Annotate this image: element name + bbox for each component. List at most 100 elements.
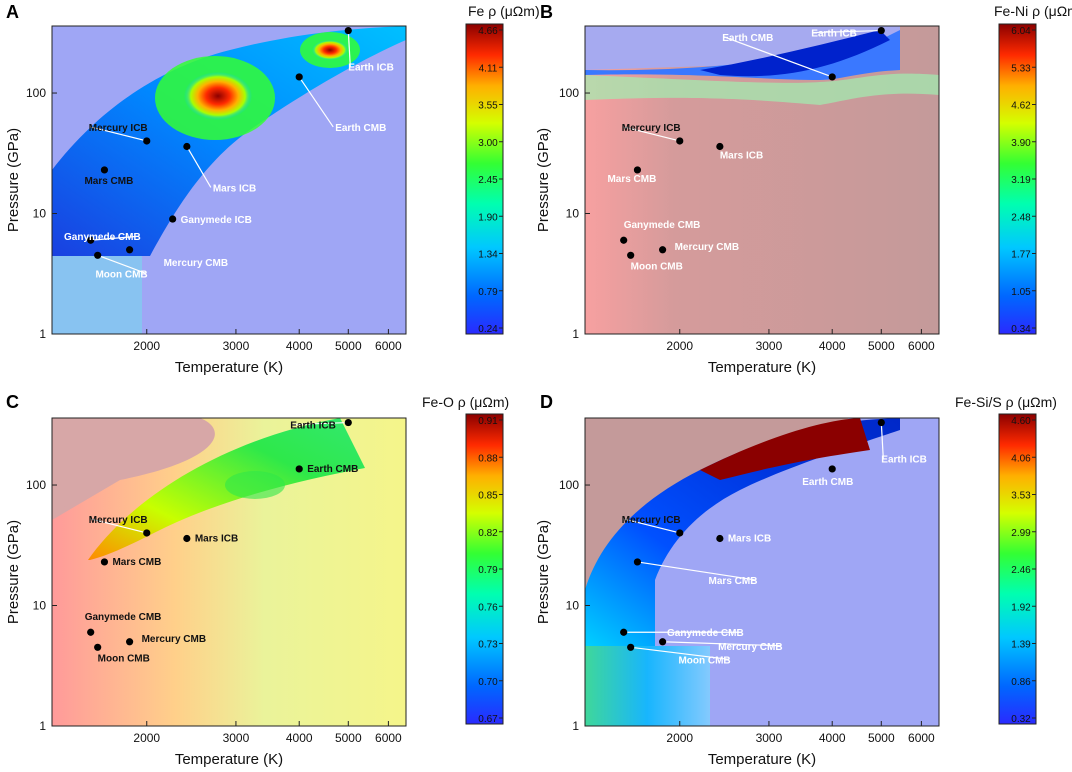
- colorbar-tick-label: 0.70: [478, 677, 498, 688]
- data-point-label: Mars CMB: [112, 557, 161, 568]
- colorbar-tick-label: 0.24: [478, 324, 498, 335]
- x-tick-label: 4000: [819, 731, 846, 745]
- annotation-arrow: [186, 146, 212, 188]
- annotation-arrow: [292, 421, 349, 426]
- region-b-mid: [585, 73, 939, 105]
- data-point: [126, 638, 134, 646]
- colorbar-tick-label: 0.76: [478, 602, 498, 613]
- data-point: [94, 643, 102, 651]
- colorbar-ticks-d: 4.60 4.06 3.53 2.99 2.46 1.92 1.39 0.86 0.32: [1011, 416, 1036, 725]
- ylabel-d: Pressure (GPa): [535, 520, 552, 624]
- colorbar-tick-label: 0.91: [478, 416, 498, 427]
- colorbar-tick-label: 3.53: [1011, 491, 1031, 502]
- data-point: [828, 465, 836, 473]
- y-tick-label: 1: [572, 719, 579, 733]
- colorbar-tick-label: 0.86: [1011, 677, 1031, 688]
- x-tick-label: 3000: [756, 339, 783, 353]
- region-a-low: [52, 256, 142, 334]
- x-tick-label: 6000: [375, 339, 402, 353]
- frame-d: [584, 417, 940, 727]
- y-tick-label: 100: [26, 86, 46, 100]
- data-point-label: Earth ICB: [811, 29, 857, 40]
- colorbar-tick-label: 2.48: [1011, 212, 1031, 223]
- annotation-arrow: [637, 561, 756, 581]
- x-tick-label: 5000: [868, 731, 895, 745]
- data-point: [877, 418, 885, 427]
- x-tick-label: 6000: [375, 731, 402, 745]
- annotation-arrow: [724, 36, 833, 78]
- frame-c: [51, 417, 407, 727]
- x-tick-label: 4000: [286, 339, 313, 353]
- data-point: [620, 628, 628, 636]
- colorbar-tick-label: 0.82: [478, 528, 498, 539]
- colorbar-tick-label: 4.60: [1011, 416, 1031, 427]
- colorbar-tick-label: 0.85: [478, 491, 498, 502]
- data-point-label: Mars CMB: [709, 576, 758, 587]
- data-point-label: Mercury CMB: [718, 642, 782, 653]
- data-point: [100, 166, 109, 174]
- y-tick-label: 10: [33, 207, 47, 221]
- annotation-arrow: [90, 126, 147, 142]
- data-point: [183, 142, 191, 151]
- region-b-band: [585, 30, 900, 80]
- y-tick-label: 1: [39, 719, 46, 733]
- data-point-label: Mercury ICB: [89, 515, 148, 526]
- ylabel-a: Pressure (GPa): [5, 128, 22, 232]
- xlabel-b: Temperature (K): [708, 359, 816, 376]
- data-point: [344, 418, 352, 427]
- region-c-spot: [225, 471, 285, 499]
- x-tick-label: 4000: [819, 339, 846, 353]
- colorbar-title-a: Fe ρ (μΩm): [468, 3, 540, 19]
- frame-a: [51, 25, 407, 335]
- colorbar-title-c: Fe-O ρ (μΩm): [422, 394, 509, 410]
- data-point-label: Mars CMB: [607, 174, 656, 185]
- points-c: Earth ICB Earth CMB Mercury ICB Mars ICB Mar…: [85, 418, 358, 664]
- data-point: [295, 73, 303, 81]
- annotation-arrow: [662, 641, 781, 647]
- x-tick-label: 2000: [666, 339, 693, 353]
- data-point: [627, 643, 635, 651]
- colorbar-tick-label: 3.55: [478, 101, 498, 112]
- data-point: [716, 534, 724, 543]
- data-point-label: Moon CMB: [631, 261, 683, 272]
- panel-label-b: B: [540, 2, 553, 22]
- colorbar-tick-label: 3.00: [478, 138, 498, 149]
- colorbar-tick-label: 3.90: [1011, 138, 1031, 149]
- data-point: [877, 26, 885, 35]
- annotation-arrow: [623, 126, 680, 142]
- data-point: [94, 251, 102, 259]
- y-tick-label: 10: [566, 207, 580, 221]
- xlabel-d: Temperature (K): [708, 751, 816, 768]
- colorbar-tick-label: 4.11: [479, 63, 498, 74]
- colorbar-tick-label: 2.46: [1011, 565, 1031, 576]
- y-tick-label: 100: [559, 478, 579, 492]
- data-point-label: Mercury ICB: [89, 123, 148, 134]
- colorbar-b: [998, 23, 1037, 335]
- colorbar-tick-label: 4.62: [1011, 101, 1031, 112]
- colorbar-tick-label: 0.79: [478, 287, 498, 298]
- x-tick-label: 5000: [335, 731, 362, 745]
- points-a: Earth ICB Earth CMB Mercury ICB Mars ICB Mar…: [64, 26, 394, 280]
- x-tick-label: 6000: [908, 731, 935, 745]
- data-point-label: Ganymede CMB: [64, 232, 141, 243]
- x-tick-label: 3000: [223, 731, 250, 745]
- colorbar-tick-label: 1.92: [1011, 602, 1031, 613]
- data-point: [659, 246, 667, 254]
- colorbar-tick-label: 0.73: [478, 640, 498, 651]
- y-tick-label: 100: [559, 86, 579, 100]
- y-tick-label: 10: [33, 599, 47, 613]
- colorbar-tick-label: 0.34: [1011, 324, 1031, 335]
- data-point: [828, 73, 836, 81]
- colorbar-ticks-b: 6.04 5.33 4.62 3.90 3.19 2.48 1.77 1.05 0.34: [1011, 26, 1036, 335]
- region-d-low: [585, 646, 710, 726]
- region-c-corner: [52, 480, 120, 520]
- data-point-label: Mars ICB: [195, 533, 238, 544]
- data-point-label: Earth ICB: [348, 63, 394, 74]
- panel-label-d: D: [540, 392, 553, 412]
- panel-label-a: A: [6, 2, 19, 22]
- xlabel-c: Temperature (K): [175, 751, 283, 768]
